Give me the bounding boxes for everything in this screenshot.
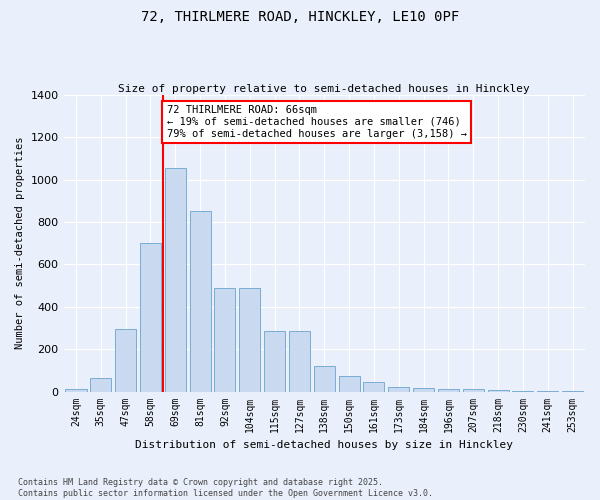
Bar xyxy=(90,378,112,392)
Bar xyxy=(239,288,260,392)
Bar xyxy=(338,376,359,392)
Title: Size of property relative to semi-detached houses in Hinckley: Size of property relative to semi-detach… xyxy=(118,84,530,94)
Bar xyxy=(140,243,161,392)
Text: 72 THIRLMERE ROAD: 66sqm
← 19% of semi-detached houses are smaller (746)
79% of : 72 THIRLMERE ROAD: 66sqm ← 19% of semi-d… xyxy=(167,106,467,138)
Text: 72, THIRLMERE ROAD, HINCKLEY, LE10 0PF: 72, THIRLMERE ROAD, HINCKLEY, LE10 0PF xyxy=(141,10,459,24)
Bar xyxy=(115,329,136,392)
Bar xyxy=(165,168,186,392)
Bar xyxy=(388,388,409,392)
Bar xyxy=(512,391,533,392)
Bar xyxy=(65,390,86,392)
X-axis label: Distribution of semi-detached houses by size in Hinckley: Distribution of semi-detached houses by … xyxy=(135,440,513,450)
Text: Contains HM Land Registry data © Crown copyright and database right 2025.
Contai: Contains HM Land Registry data © Crown c… xyxy=(18,478,433,498)
Bar xyxy=(364,382,385,392)
Y-axis label: Number of semi-detached properties: Number of semi-detached properties xyxy=(15,137,25,350)
Bar xyxy=(214,288,235,392)
Bar xyxy=(463,390,484,392)
Bar xyxy=(264,331,285,392)
Bar xyxy=(314,366,335,392)
Bar xyxy=(488,390,509,392)
Bar xyxy=(438,390,459,392)
Bar xyxy=(413,388,434,392)
Bar xyxy=(289,331,310,392)
Bar xyxy=(190,212,211,392)
